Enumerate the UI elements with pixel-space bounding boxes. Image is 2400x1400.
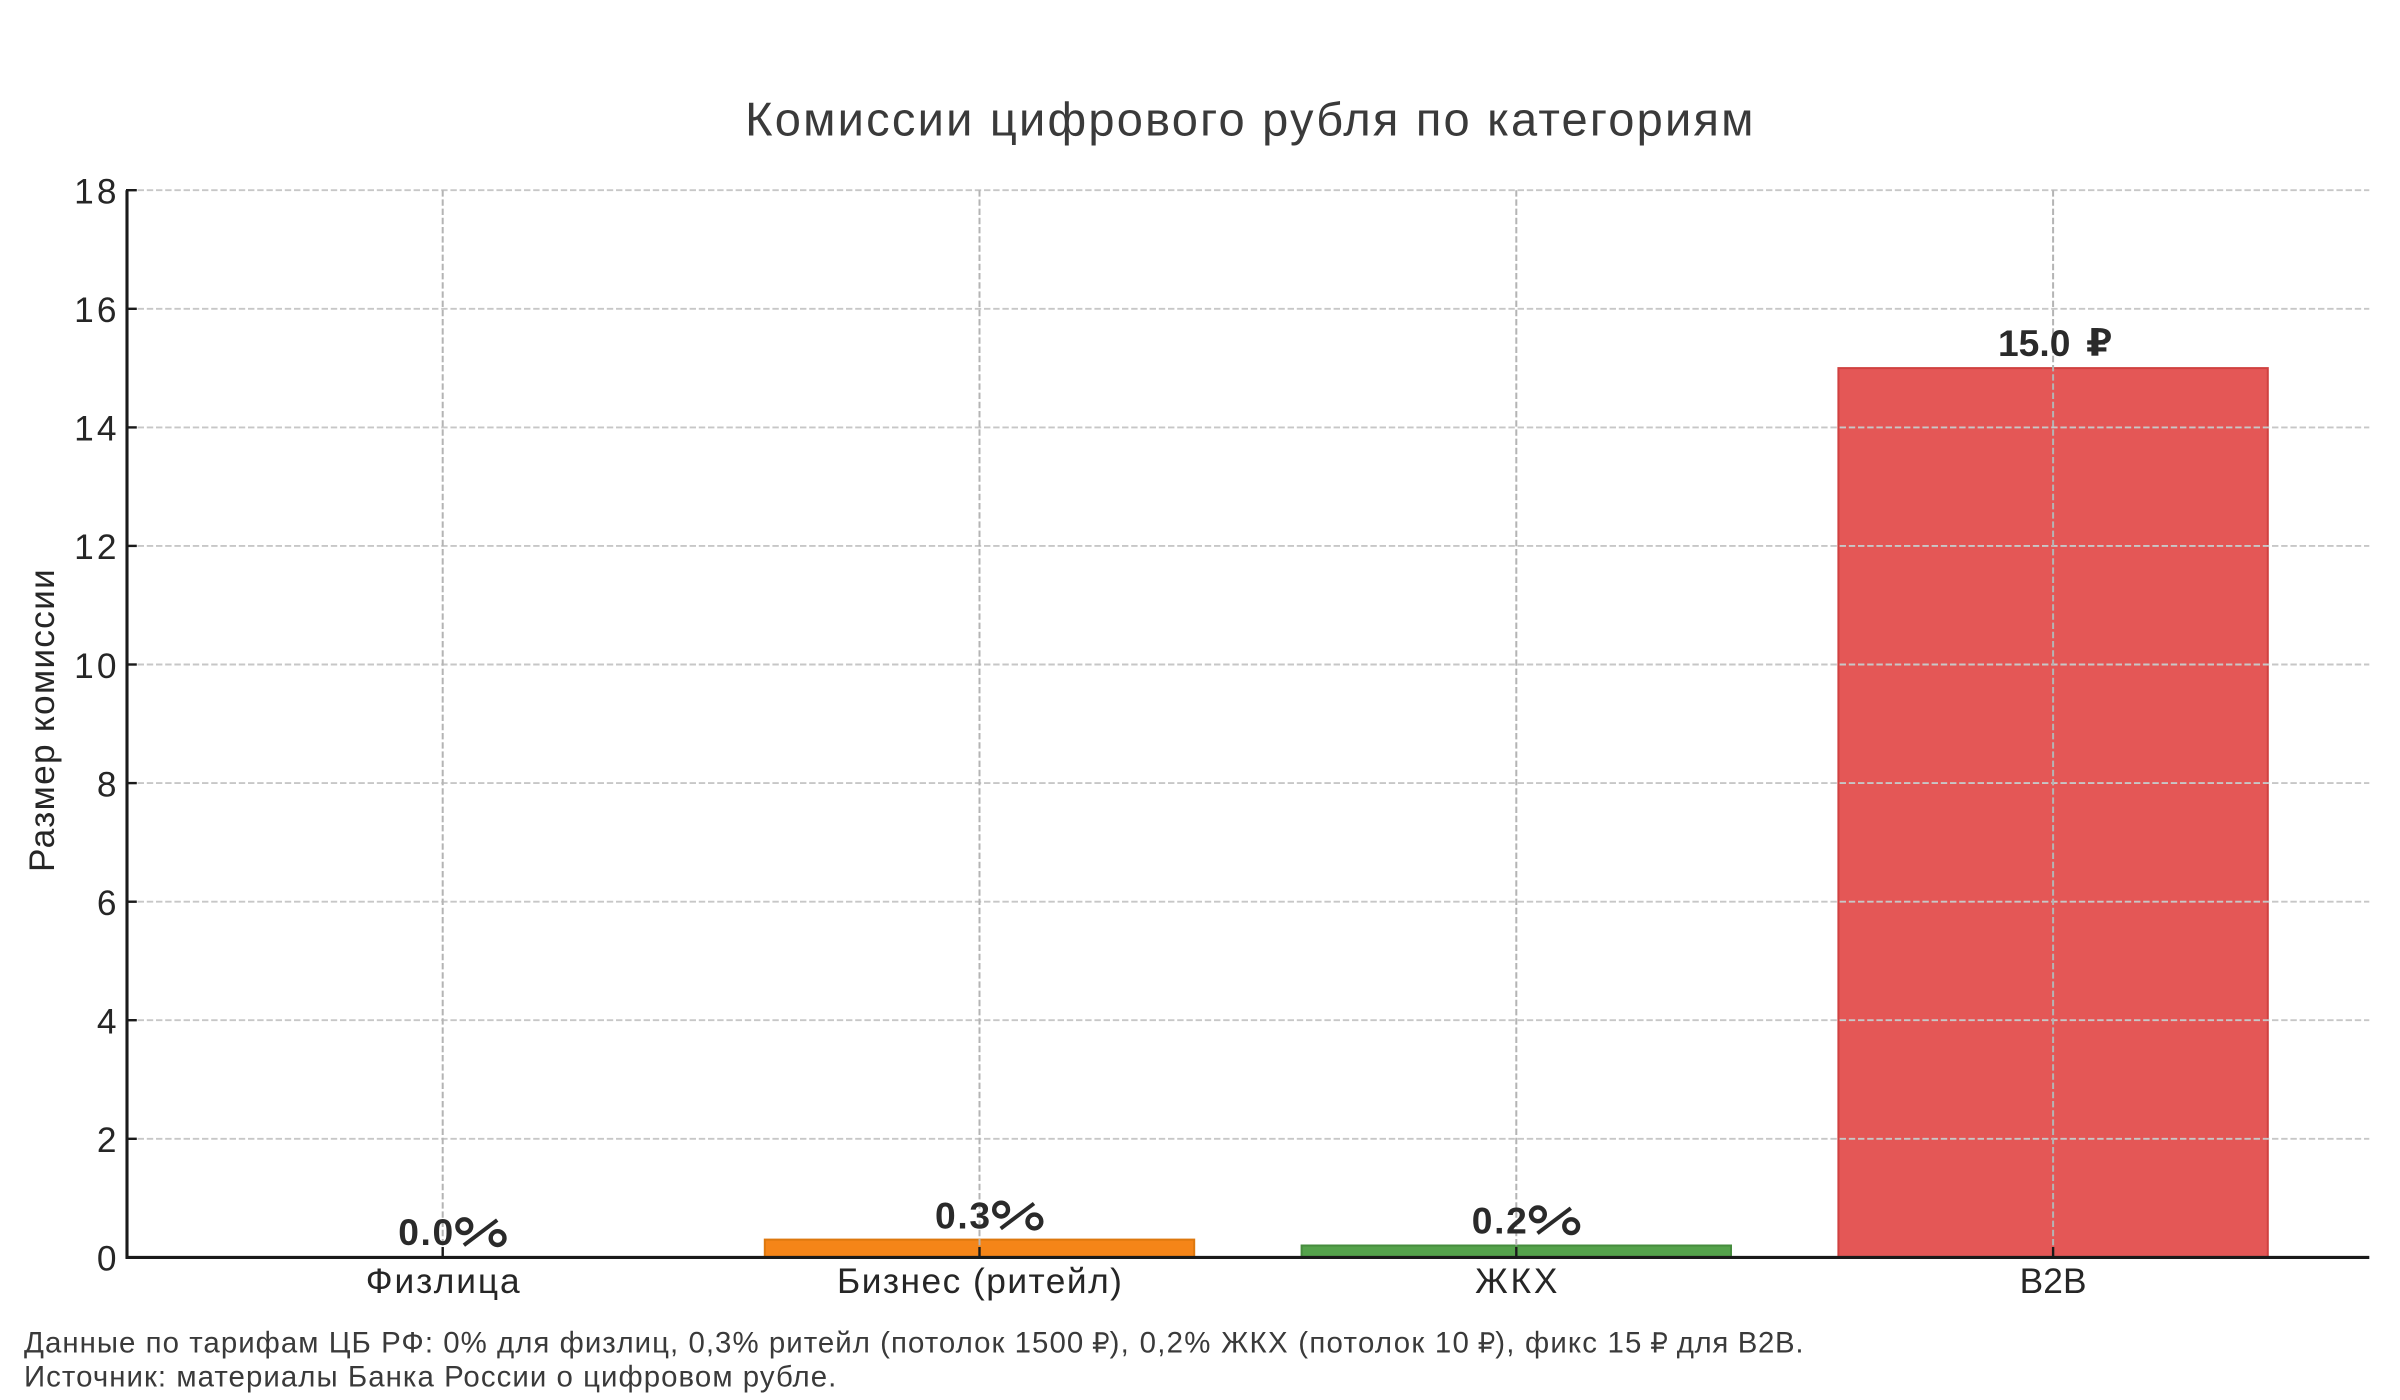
- svg-text:Комиссии цифрового рубля по ка: Комиссии цифрового рубля по категориям: [745, 92, 1753, 145]
- svg-text:Данные по тарифам ЦБ РФ: 0% дл: Данные по тарифам ЦБ РФ: 0% для физлиц, …: [24, 1327, 1083, 1360]
- svg-text:Размер комиссии: Размер комиссии: [23, 569, 62, 872]
- svg-text:0.2: 0.2: [1472, 1199, 1527, 1241]
- svg-text:ЖКХ: ЖКХ: [1475, 1262, 1557, 1301]
- svg-text:Источник: материалы Банка Росс: Источник: материалы Банка России о цифро…: [24, 1360, 836, 1393]
- svg-text:Физлица: Физлица: [366, 1262, 520, 1301]
- svg-text:15.0: 15.0: [1998, 322, 2070, 364]
- svg-text:0.0: 0.0: [398, 1211, 453, 1253]
- svg-text:6: 6: [97, 884, 117, 923]
- svg-text:Бизнес (ритейл): Бизнес (ритейл): [837, 1262, 1122, 1301]
- svg-text:для B2B.: для B2B.: [1677, 1327, 1804, 1360]
- svg-text:), фикс 15: ), фикс 15: [1495, 1327, 1641, 1360]
- svg-text:), 0,2% ЖКХ (потолок 10: ), 0,2% ЖКХ (потолок 10: [1110, 1327, 1469, 1360]
- svg-text:8: 8: [97, 765, 117, 804]
- svg-text:0: 0: [97, 1240, 117, 1279]
- svg-text:0.3: 0.3: [935, 1195, 990, 1237]
- svg-text:2: 2: [97, 1121, 117, 1160]
- svg-text:B2B: B2B: [2020, 1262, 2087, 1301]
- svg-text:4: 4: [97, 1003, 117, 1042]
